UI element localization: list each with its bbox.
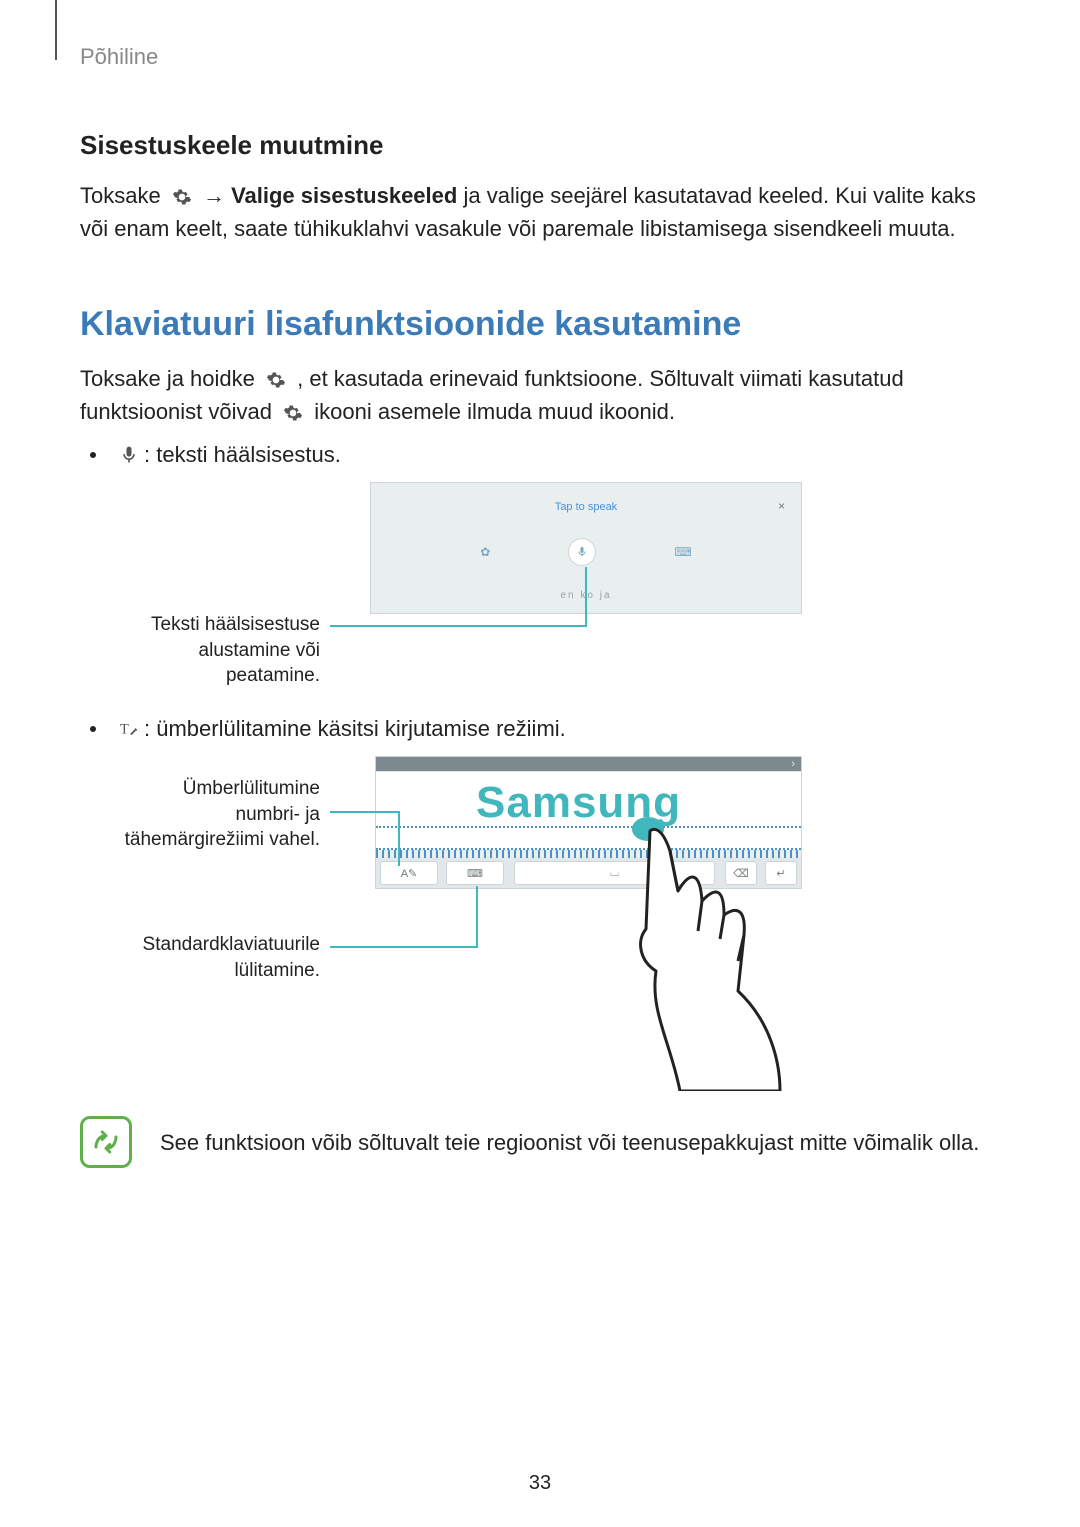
microphone-icon: [118, 444, 140, 466]
section2-paragraph: Toksake ja hoidke , et kasutada erinevai…: [80, 362, 1000, 428]
gear-icon[interactable]: ✿: [480, 545, 490, 559]
callout-label: Teksti häälsisestuse alustamine või peat…: [120, 612, 320, 689]
note-row: See funktsioon võib sõltuvalt teie regio…: [80, 1116, 1000, 1168]
running-header: Põhiline: [80, 44, 1000, 70]
handwriting-icon: T: [118, 718, 140, 740]
text: Toksake: [80, 183, 167, 208]
text: ikooni asemele ilmuda muud ikoonid.: [314, 399, 675, 424]
section2-title: Klaviatuuri lisafunktsioonide kasutamine: [80, 305, 1000, 344]
header-rule: [55, 0, 57, 60]
text: Toksake ja hoidke: [80, 366, 261, 391]
callout-label: Ümberlülitumine numbri- ja tähemärgireži…: [120, 776, 320, 853]
bullet-voice: : teksti häälsisestus.: [90, 442, 1000, 468]
callout-label: Standardklaviatuurile lülitamine.: [120, 932, 320, 983]
section1-title: Sisestuskeele muutmine: [80, 130, 1000, 161]
bullet-dot: [90, 726, 96, 732]
figure-voice-input: Tap to speak × ✿ ⌨ en ko ja Teksti hääls…: [120, 482, 1000, 702]
page-number: 33: [0, 1472, 1080, 1495]
leader-line: [330, 811, 400, 813]
leader-line: [585, 567, 587, 625]
leader-line: [330, 625, 587, 627]
leader-line: [398, 811, 400, 866]
hw-topbar: ›: [376, 757, 801, 771]
leader-line: [330, 946, 478, 948]
bullet-handwriting: T : ümberlülitamine käsitsi kirjutamise …: [90, 716, 1000, 742]
tap-to-speak-label: Tap to speak: [371, 501, 801, 513]
section1-paragraph: Toksake → Valige sisestuskeeled ja valig…: [80, 179, 1000, 245]
leader-line: [476, 886, 478, 948]
hand-icon: [620, 811, 790, 1091]
chevron-right-icon[interactable]: ›: [791, 758, 795, 770]
note-icon: [80, 1116, 132, 1168]
bold-text: Valige sisestuskeeled: [231, 183, 457, 208]
voice-buttons-row: ✿ ⌨: [371, 538, 801, 566]
bullet-dot: [90, 452, 96, 458]
bullet-text: : teksti häälsisestus.: [144, 442, 341, 468]
note-text: See funktsioon võib sõltuvalt teie regio…: [160, 1126, 979, 1159]
gear-icon: [282, 402, 304, 424]
keyboard-icon[interactable]: ⌨: [674, 545, 691, 559]
text: →: [203, 183, 231, 208]
svg-text:T: T: [120, 722, 129, 738]
mic-button[interactable]: [568, 538, 596, 566]
pen-mode-key[interactable]: A✎: [380, 861, 438, 885]
page: Põhiline Sisestuskeele muutmine Toksake …: [0, 0, 1080, 1527]
bullet-text: : ümberlülitamine käsitsi kirjutamise re…: [144, 716, 566, 742]
keyboard-key[interactable]: ⌨: [446, 861, 504, 885]
figure-handwriting: › Samsung A✎ ⌨ ⌴ ⌫ ↵ Ümberlülitumine num…: [120, 756, 1000, 1076]
close-icon[interactable]: ×: [778, 499, 785, 513]
gear-icon: [171, 186, 193, 208]
gear-icon: [265, 369, 287, 391]
